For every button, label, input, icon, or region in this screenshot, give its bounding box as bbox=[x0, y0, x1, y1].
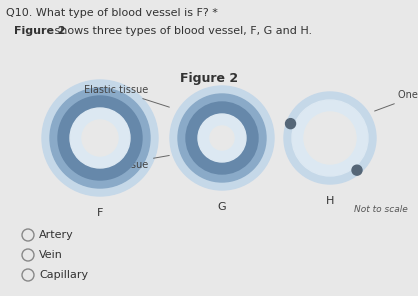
Circle shape bbox=[210, 126, 234, 150]
Circle shape bbox=[284, 92, 376, 184]
Circle shape bbox=[58, 96, 142, 180]
Circle shape bbox=[70, 108, 130, 168]
Text: shows three types of blood vessel, F, G and H.: shows three types of blood vessel, F, G … bbox=[51, 26, 312, 36]
Text: Vein: Vein bbox=[39, 250, 63, 260]
Circle shape bbox=[285, 119, 296, 129]
Circle shape bbox=[42, 80, 158, 196]
Text: Muscle tissue: Muscle tissue bbox=[82, 155, 169, 170]
Circle shape bbox=[50, 88, 150, 188]
Circle shape bbox=[170, 86, 274, 190]
Circle shape bbox=[186, 102, 258, 174]
Circle shape bbox=[352, 165, 362, 175]
Circle shape bbox=[198, 114, 246, 162]
Text: Not to scale: Not to scale bbox=[354, 205, 408, 214]
Circle shape bbox=[292, 100, 368, 176]
Text: F: F bbox=[97, 208, 103, 218]
Circle shape bbox=[178, 94, 266, 182]
Circle shape bbox=[304, 112, 356, 164]
Text: One cell: One cell bbox=[375, 90, 418, 111]
Text: Figure 2: Figure 2 bbox=[180, 72, 238, 85]
Text: Figure 2: Figure 2 bbox=[14, 26, 66, 36]
Text: Capillary: Capillary bbox=[39, 270, 88, 280]
Text: Q10. What type of blood vessel is F? *: Q10. What type of blood vessel is F? * bbox=[6, 8, 218, 18]
Circle shape bbox=[82, 120, 118, 156]
Text: Elastic tissue: Elastic tissue bbox=[84, 85, 169, 107]
Text: H: H bbox=[326, 196, 334, 206]
Text: Artery: Artery bbox=[39, 230, 74, 240]
Text: G: G bbox=[218, 202, 226, 212]
